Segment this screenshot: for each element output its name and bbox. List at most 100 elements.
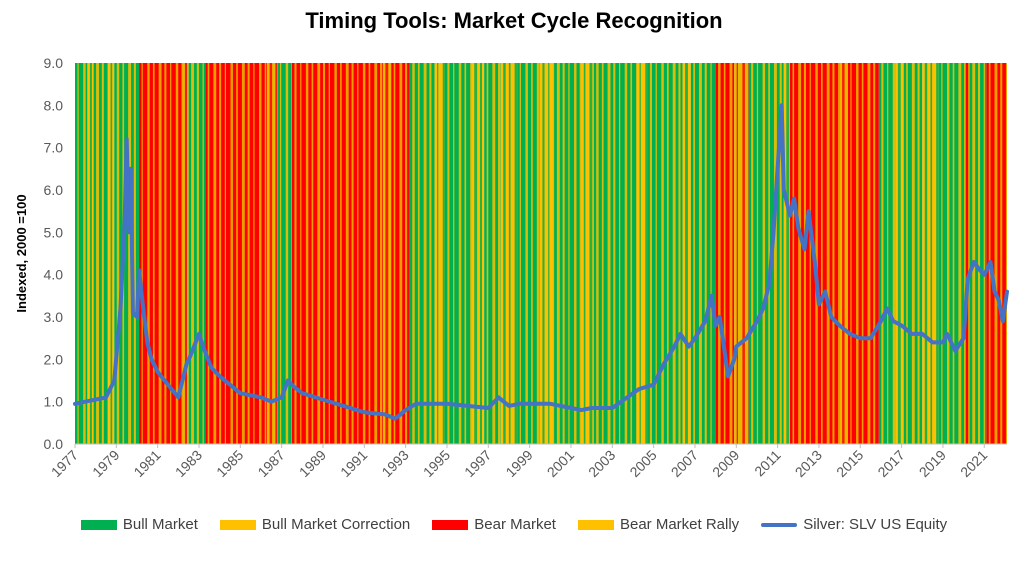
y-tick-label: 5.0	[44, 224, 64, 240]
series-layer	[73, 103, 1009, 421]
y-tick-label: 8.0	[44, 97, 64, 113]
regime-stripe	[897, 63, 901, 444]
regime-stripe	[253, 63, 255, 444]
y-tick-label: 2.0	[44, 351, 64, 367]
regime-stripe	[613, 63, 616, 444]
regime-stripe	[678, 63, 681, 444]
regime-stripe	[601, 63, 604, 444]
regime-stripe	[838, 63, 840, 444]
regime-stripe	[630, 63, 633, 444]
regime-stripe	[892, 63, 896, 444]
regime-stripe	[562, 63, 565, 444]
regime-stripe	[164, 63, 167, 444]
regime-stripe	[503, 63, 506, 444]
x-tick-label: 1995	[420, 447, 453, 480]
regime-stripe	[474, 63, 478, 444]
regime-stripe	[279, 63, 282, 444]
regime-stripe	[128, 63, 132, 444]
regime-stripe	[437, 63, 439, 444]
regime-stripe	[645, 63, 648, 444]
y-axis-label: Indexed, 2000 =100	[14, 194, 29, 312]
regime-stripe	[924, 63, 928, 444]
regime-stripe	[699, 63, 702, 444]
regime-stripe	[241, 63, 245, 444]
regime-stripe	[792, 63, 795, 444]
regime-stripe	[649, 63, 652, 444]
regime-stripe	[815, 63, 818, 444]
regime-stripe	[374, 63, 378, 444]
regime-stripe	[275, 63, 278, 444]
regime-stripe	[340, 63, 342, 444]
regime-stripe	[842, 63, 845, 444]
regime-stripe	[964, 63, 966, 444]
regime-stripe	[170, 63, 172, 444]
axes	[74, 443, 1007, 448]
legend-item: Bull Market	[80, 516, 198, 533]
y-tick-label: 3.0	[44, 309, 64, 325]
regime-stripe	[867, 63, 871, 444]
regime-stripe	[447, 63, 450, 444]
regime-stripe	[906, 63, 908, 444]
regime-stripe	[624, 63, 628, 444]
regime-stripe	[498, 63, 501, 444]
regime-stripe	[429, 63, 432, 444]
legend-swatch	[761, 522, 798, 527]
regime-band-correction	[539, 63, 555, 444]
legend-swatch	[577, 519, 614, 530]
regime-stripe	[704, 63, 707, 444]
x-tick-label: 1997	[461, 447, 494, 480]
regime-stripe	[322, 63, 326, 444]
regime-stripe	[685, 63, 688, 444]
regime-stripe	[107, 63, 109, 444]
regime-stripe	[202, 63, 204, 444]
regime-stripe	[89, 63, 92, 444]
x-tick-label: 1999	[502, 447, 535, 480]
chart-legend: Bull Market Bull Market Correction Bear Ma…	[0, 516, 1028, 533]
regime-stripe	[83, 63, 86, 444]
legend-swatch	[80, 519, 117, 530]
regime-stripe	[294, 63, 297, 444]
series-line-silver	[73, 103, 1009, 421]
regime-stripe	[110, 63, 113, 444]
regime-stripe	[803, 63, 806, 444]
x-tick-label: 1989	[296, 447, 329, 480]
regime-stripe	[589, 63, 593, 444]
regime-stripe	[661, 63, 664, 444]
regime-stripe	[305, 63, 309, 444]
x-tick-label: 2017	[874, 447, 907, 480]
regime-stripe	[311, 63, 314, 444]
regime-stripe	[548, 63, 550, 444]
x-tick-label: 1987	[254, 447, 287, 480]
y-tick-label: 7.0	[44, 140, 64, 156]
regime-stripe	[259, 63, 262, 444]
x-tick-label: 2011	[751, 447, 784, 480]
regime-stripe	[536, 63, 540, 444]
legend-label: Bull Market Correction	[261, 516, 411, 533]
regime-stripe	[639, 63, 641, 444]
regime-stripe	[380, 63, 383, 444]
x-tick-label: 1979	[89, 447, 122, 480]
regime-band-bull	[517, 63, 540, 444]
regime-stripe	[334, 63, 337, 444]
regime-stripe	[583, 63, 586, 444]
regime-stripe	[607, 63, 611, 444]
x-tick-label: 2009	[709, 447, 742, 480]
regime-stripe	[821, 63, 823, 444]
regime-stripe	[479, 63, 483, 444]
regime-stripe	[191, 63, 195, 444]
regime-band-bull	[748, 63, 784, 444]
regime-stripe	[116, 63, 120, 444]
regime-stripe	[300, 63, 302, 444]
regime-stripe	[977, 63, 981, 444]
regime-stripe	[417, 63, 420, 444]
regime-stripe	[972, 63, 976, 444]
regime-stripe	[328, 63, 330, 444]
regime-stripe	[856, 63, 859, 444]
regime-stripe	[101, 63, 104, 444]
legend-label: Silver: SLV US Equity	[803, 516, 948, 533]
x-tick-label: 2019	[916, 447, 949, 480]
regime-stripe	[568, 63, 570, 444]
regime-stripe	[317, 63, 321, 444]
regime-stripe	[723, 63, 726, 444]
regime-stripe	[736, 63, 738, 444]
